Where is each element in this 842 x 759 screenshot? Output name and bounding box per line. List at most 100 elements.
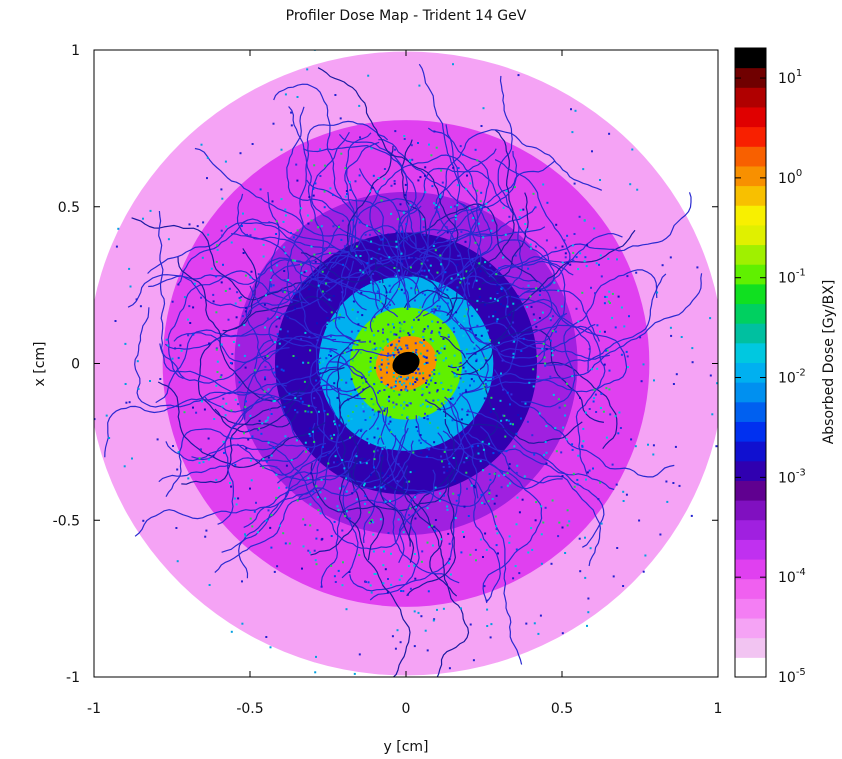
- dose-speck: [485, 359, 488, 362]
- dose-speck: [290, 459, 293, 462]
- dose-speck: [446, 469, 449, 472]
- dose-speck: [407, 565, 410, 568]
- dose-speck: [616, 547, 619, 549]
- dose-speck: [386, 591, 389, 594]
- particle-track: [310, 349, 397, 443]
- dose-speck: [426, 361, 429, 364]
- dose-speck: [514, 186, 516, 189]
- dose-speck: [390, 552, 392, 555]
- dose-speck: [419, 341, 422, 344]
- dose-speck: [462, 334, 465, 337]
- dose-speck: [476, 189, 479, 192]
- dose-speck: [476, 299, 479, 302]
- dose-speck: [198, 461, 201, 464]
- dose-speck: [284, 93, 287, 96]
- dose-speck: [354, 388, 356, 391]
- dose-speck: [446, 302, 449, 305]
- particle-track: [217, 366, 338, 525]
- dose-speck: [220, 188, 223, 191]
- chart-title: Profiler Dose Map - Trident 14 GeV: [286, 8, 527, 24]
- dose-speck: [579, 252, 582, 255]
- dose-speck: [350, 418, 353, 420]
- dose-speck: [419, 404, 422, 407]
- dose-speck: [84, 405, 86, 407]
- dose-speck: [372, 533, 375, 536]
- dose-speck: [296, 179, 299, 182]
- dose-speck: [436, 305, 439, 308]
- dose-speck: [379, 435, 382, 438]
- dose-speck: [358, 653, 361, 656]
- dose-speck: [427, 454, 430, 457]
- dose-speck: [234, 302, 237, 305]
- dose-speck: [513, 340, 516, 343]
- dose-speck: [269, 646, 272, 649]
- dose-speck: [608, 132, 611, 135]
- dose-speck: [352, 300, 355, 303]
- y-tick-label: 0.5: [58, 200, 80, 216]
- dose-speck: [262, 255, 265, 258]
- dose-speck: [490, 396, 493, 399]
- dose-speck: [273, 570, 276, 573]
- dose-speck: [245, 400, 247, 403]
- dose-speck: [359, 417, 362, 420]
- dose-speck: [368, 371, 370, 374]
- dose-speck: [237, 497, 240, 500]
- dose-speck: [304, 523, 307, 526]
- dose-speck: [460, 607, 462, 610]
- dose-speck: [573, 485, 576, 488]
- dose-speck: [617, 432, 620, 435]
- particle-track: [165, 428, 327, 497]
- dose-speck: [488, 315, 490, 318]
- dose-speck: [344, 167, 347, 170]
- dose-speck: [364, 494, 367, 497]
- dose-speck: [314, 671, 317, 674]
- dose-speck: [463, 381, 466, 384]
- dose-speck: [353, 672, 356, 675]
- dose-speck: [423, 233, 426, 236]
- dose-speck: [533, 453, 536, 456]
- dose-speck: [465, 390, 468, 393]
- dose-speck: [406, 404, 409, 407]
- dose-speck: [317, 361, 320, 364]
- dose-speck: [362, 382, 364, 385]
- dose-speck: [534, 519, 537, 522]
- colorbar-segment: [735, 244, 766, 265]
- dose-speck: [360, 428, 363, 431]
- plot-area: [84, 50, 718, 677]
- dose-speck: [550, 562, 553, 565]
- dose-speck: [387, 340, 389, 343]
- dose-speck: [369, 416, 372, 419]
- dose-speck: [382, 331, 384, 334]
- dose-speck: [381, 406, 384, 409]
- dose-speck: [369, 357, 372, 359]
- dose-speck: [510, 393, 513, 396]
- dose-speck: [508, 314, 511, 316]
- particle-track: [415, 415, 615, 491]
- particle-track: [427, 129, 603, 248]
- dose-speck: [342, 561, 344, 564]
- dose-speck: [207, 233, 210, 236]
- dose-speck: [303, 271, 306, 274]
- dose-speck: [468, 207, 471, 210]
- dose-speck: [270, 454, 273, 457]
- dose-speck: [265, 294, 267, 297]
- dose-speck: [276, 333, 279, 336]
- dose-speck: [709, 317, 712, 320]
- dose-speck: [473, 347, 476, 350]
- dose-speck: [314, 182, 317, 185]
- dose-speck: [329, 434, 332, 437]
- dose-speck: [275, 220, 278, 223]
- particle-track: [127, 254, 363, 309]
- dose-speck: [551, 330, 554, 332]
- dose-speck: [372, 403, 375, 406]
- dose-speck: [362, 406, 364, 408]
- dose-speck: [434, 207, 437, 210]
- dose-speck: [465, 471, 468, 474]
- dose-speck: [563, 404, 566, 407]
- dose-speck: [344, 195, 347, 198]
- dose-speck: [496, 292, 499, 295]
- dose-speck: [240, 296, 243, 298]
- dose-speck: [459, 281, 462, 284]
- dose-speck: [458, 362, 461, 365]
- dose-speck: [425, 455, 428, 458]
